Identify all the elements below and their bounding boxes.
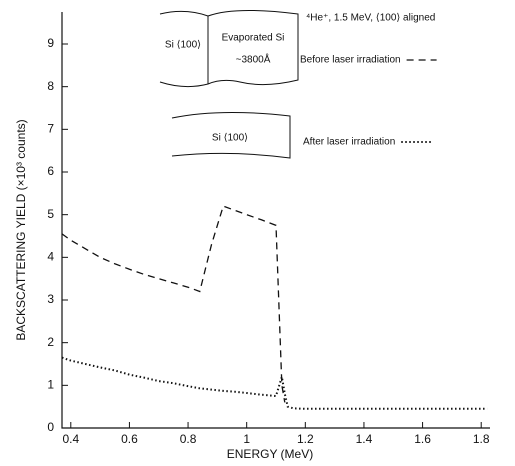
x-tick-label: 0.4 [62,432,79,446]
y-axis-title: BACKSCATTERING YIELD (×10³ counts) [14,119,28,340]
annotation: ⁴He⁺, 1.5 MeV, ⟨100⟩ aligned [306,13,435,24]
x-tick-label: 0.6 [121,432,138,446]
inset-diagrams [159,9,299,159]
y-tick-label: 5 [47,207,54,221]
x-tick-label: 1.2 [297,432,314,446]
axes [61,12,490,429]
series-line [61,205,286,403]
y-tick-label: 0 [47,420,54,434]
x-tick-label: 0.8 [180,432,197,446]
y-tick-label: 1 [47,378,54,392]
series-line [61,356,488,410]
inset-top [159,9,299,88]
y-tick-label: 4 [47,250,54,264]
y-tick-label: 3 [47,292,54,306]
y-tick-label: 6 [47,164,54,178]
inset-bottom [171,111,291,159]
x-tick-label: 1 [243,432,250,446]
inset-label: Evaporated Si [222,33,285,44]
inset-label: ~3800Å [236,53,271,66]
x-axis-title: ENERGY (MeV) [227,447,313,461]
x-tick-label: 1.8 [473,432,490,446]
legend-label: After laser irradiation [303,137,395,148]
x-tick-label: 1.6 [414,432,431,446]
y-tick-label: 9 [47,36,54,50]
legend-label: Before laser irradiation [300,55,401,66]
y-tick-label: 8 [47,79,54,93]
inset-label: Si ⟨100⟩ [212,133,248,144]
x-tick-label: 1.4 [356,432,373,446]
inset-label: Si ⟨100⟩ [165,40,201,51]
y-tick-label: 7 [47,122,54,136]
y-tick-label: 2 [47,335,54,349]
